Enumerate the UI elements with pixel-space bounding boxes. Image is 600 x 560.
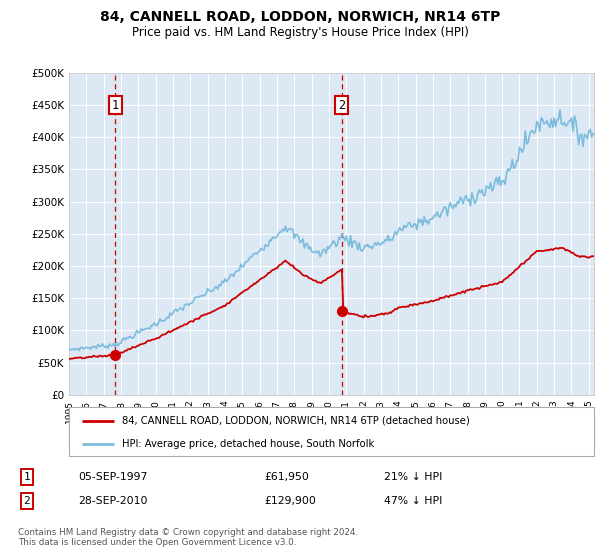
- Text: 1: 1: [23, 472, 31, 482]
- Text: 21% ↓ HPI: 21% ↓ HPI: [384, 472, 442, 482]
- Text: 47% ↓ HPI: 47% ↓ HPI: [384, 496, 442, 506]
- Text: 2: 2: [23, 496, 31, 506]
- Text: 84, CANNELL ROAD, LODDON, NORWICH, NR14 6TP: 84, CANNELL ROAD, LODDON, NORWICH, NR14 …: [100, 10, 500, 24]
- Text: £129,900: £129,900: [264, 496, 316, 506]
- Text: 84, CANNELL ROAD, LODDON, NORWICH, NR14 6TP (detached house): 84, CANNELL ROAD, LODDON, NORWICH, NR14 …: [121, 416, 469, 426]
- Text: £61,950: £61,950: [264, 472, 309, 482]
- Text: 05-SEP-1997: 05-SEP-1997: [78, 472, 148, 482]
- Text: 28-SEP-2010: 28-SEP-2010: [78, 496, 148, 506]
- Text: Contains HM Land Registry data © Crown copyright and database right 2024.
This d: Contains HM Land Registry data © Crown c…: [18, 528, 358, 547]
- Text: 1: 1: [112, 99, 119, 111]
- Text: Price paid vs. HM Land Registry's House Price Index (HPI): Price paid vs. HM Land Registry's House …: [131, 26, 469, 39]
- Text: 2: 2: [338, 99, 346, 111]
- Text: HPI: Average price, detached house, South Norfolk: HPI: Average price, detached house, Sout…: [121, 439, 374, 449]
